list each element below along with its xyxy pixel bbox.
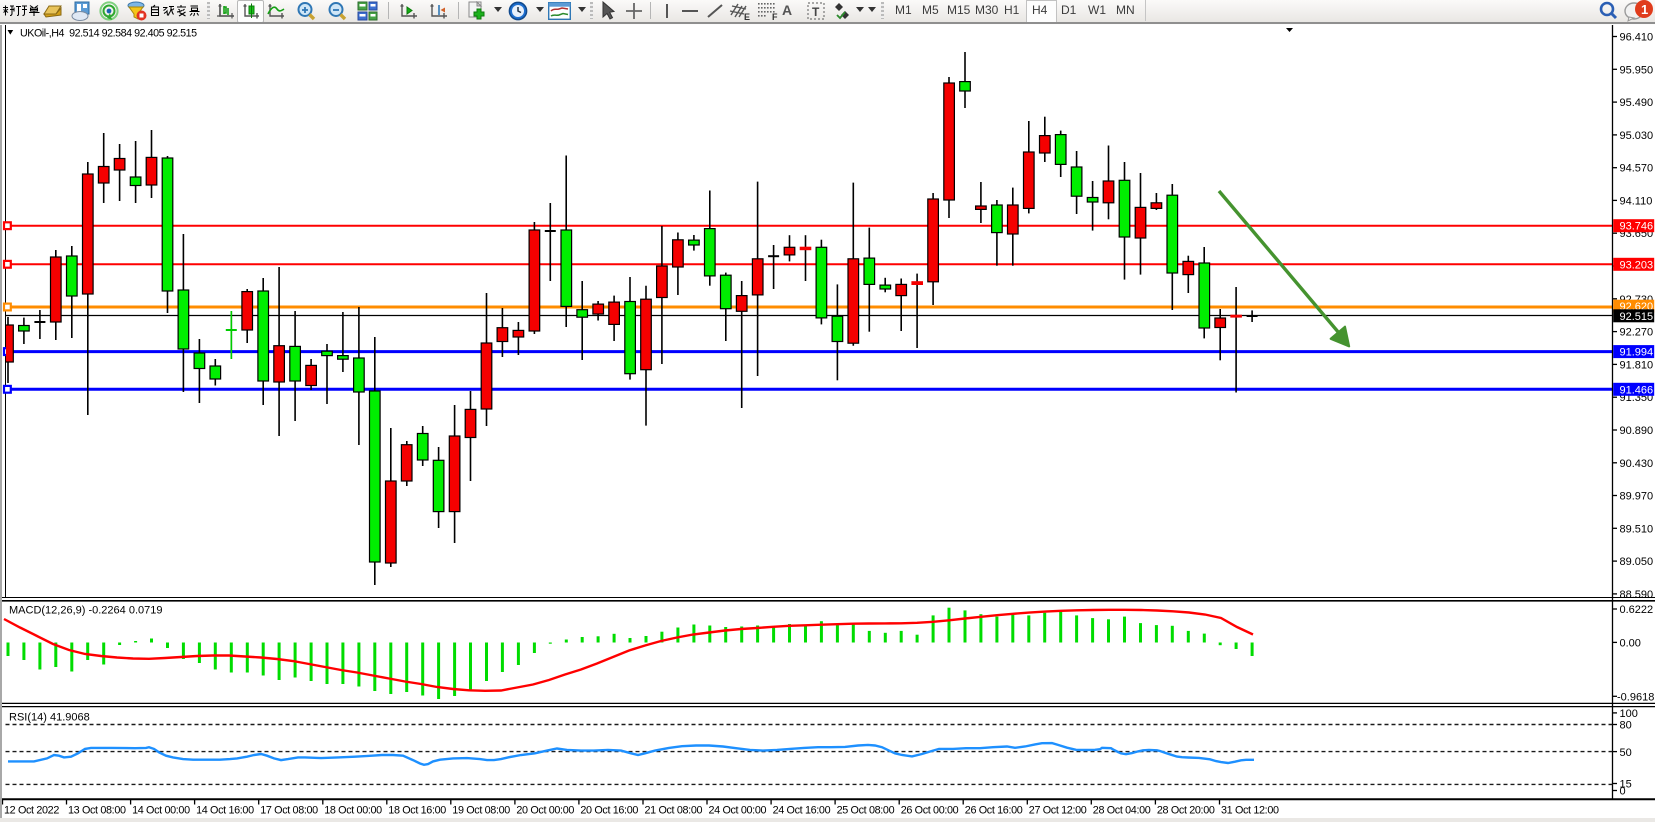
svg-text:26 Oct 16:00: 26 Oct 16:00 — [965, 805, 1023, 817]
svg-text:95.950: 95.950 — [1620, 64, 1654, 76]
svg-text:92.515: 92.515 — [1620, 311, 1654, 323]
svg-text:93.746: 93.746 — [1620, 221, 1654, 233]
svg-text:T: T — [812, 5, 820, 19]
svg-text:13 Oct 08:00: 13 Oct 08:00 — [68, 805, 126, 817]
svg-text:28 Oct 04:00: 28 Oct 04:00 — [1093, 805, 1151, 817]
svg-text:F: F — [772, 12, 778, 21]
svg-text:E: E — [744, 12, 750, 21]
svg-text:0: 0 — [1620, 786, 1626, 798]
svg-text:50: 50 — [1620, 747, 1632, 759]
svg-text:1: 1 — [1641, 2, 1648, 17]
svg-text:89.970: 89.970 — [1620, 491, 1654, 503]
svg-text:0.6222: 0.6222 — [1620, 604, 1654, 616]
svg-text:12 Oct 2022: 12 Oct 2022 — [4, 805, 59, 817]
svg-text:26 Oct 00:00: 26 Oct 00:00 — [901, 805, 959, 817]
svg-text:UKOil-,H4 92.514 92.584 92.40: UKOil-,H4 92.514 92.584 92.405 92.515 — [20, 28, 197, 40]
svg-text:89.050: 89.050 — [1620, 556, 1654, 568]
svg-text:90.890: 90.890 — [1620, 425, 1654, 437]
svg-text:91.810: 91.810 — [1620, 359, 1654, 371]
svg-text:-0.9618: -0.9618 — [1617, 692, 1654, 704]
svg-text:94.110: 94.110 — [1620, 195, 1653, 207]
svg-text:27 Oct 12:00: 27 Oct 12:00 — [1029, 805, 1087, 817]
svg-text:14 Oct 00:00: 14 Oct 00:00 — [132, 805, 190, 817]
svg-text:20 Oct 00:00: 20 Oct 00:00 — [516, 805, 574, 817]
svg-text:94.570: 94.570 — [1620, 163, 1654, 175]
svg-text:89.510: 89.510 — [1620, 523, 1654, 535]
svg-text:0.00: 0.00 — [1620, 638, 1641, 650]
svg-text:18 Oct 16:00: 18 Oct 16:00 — [388, 805, 446, 817]
svg-text:20 Oct 16:00: 20 Oct 16:00 — [580, 805, 638, 817]
svg-text:28 Oct 20:00: 28 Oct 20:00 — [1157, 805, 1215, 817]
svg-text:RSI(14) 41.9068: RSI(14) 41.9068 — [9, 712, 90, 724]
svg-text:14 Oct 16:00: 14 Oct 16:00 — [196, 805, 254, 817]
svg-text:80: 80 — [1620, 720, 1632, 732]
svg-text:93.203: 93.203 — [1620, 259, 1654, 271]
svg-text:15: 15 — [1620, 779, 1632, 791]
svg-text:24 Oct 00:00: 24 Oct 00:00 — [709, 805, 767, 817]
svg-text:18 Oct 00:00: 18 Oct 00:00 — [324, 805, 382, 817]
svg-text:95.030: 95.030 — [1620, 130, 1654, 142]
svg-text:95.490: 95.490 — [1620, 97, 1654, 109]
svg-text:92.270: 92.270 — [1620, 327, 1654, 339]
svg-text:17 Oct 08:00: 17 Oct 08:00 — [260, 805, 318, 817]
svg-text:31 Oct 12:00: 31 Oct 12:00 — [1221, 805, 1279, 817]
svg-text:21 Oct 08:00: 21 Oct 08:00 — [645, 805, 703, 817]
svg-text:90.430: 90.430 — [1620, 458, 1654, 470]
svg-text:19 Oct 08:00: 19 Oct 08:00 — [452, 805, 510, 817]
svg-text:25 Oct 08:00: 25 Oct 08:00 — [837, 805, 895, 817]
svg-text:MACD(12,26,9) -0.2264 0.0719: MACD(12,26,9) -0.2264 0.0719 — [9, 605, 162, 617]
svg-text:96.410: 96.410 — [1620, 32, 1654, 44]
svg-text:24 Oct 16:00: 24 Oct 16:00 — [773, 805, 831, 817]
svg-text:91.466: 91.466 — [1620, 384, 1654, 396]
svg-text:88.590: 88.590 — [1620, 589, 1654, 601]
svg-text:100: 100 — [1620, 708, 1638, 720]
svg-text:91.994: 91.994 — [1620, 347, 1654, 359]
